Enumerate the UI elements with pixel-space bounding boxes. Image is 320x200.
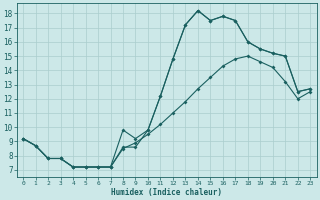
X-axis label: Humidex (Indice chaleur): Humidex (Indice chaleur) [111, 188, 222, 197]
